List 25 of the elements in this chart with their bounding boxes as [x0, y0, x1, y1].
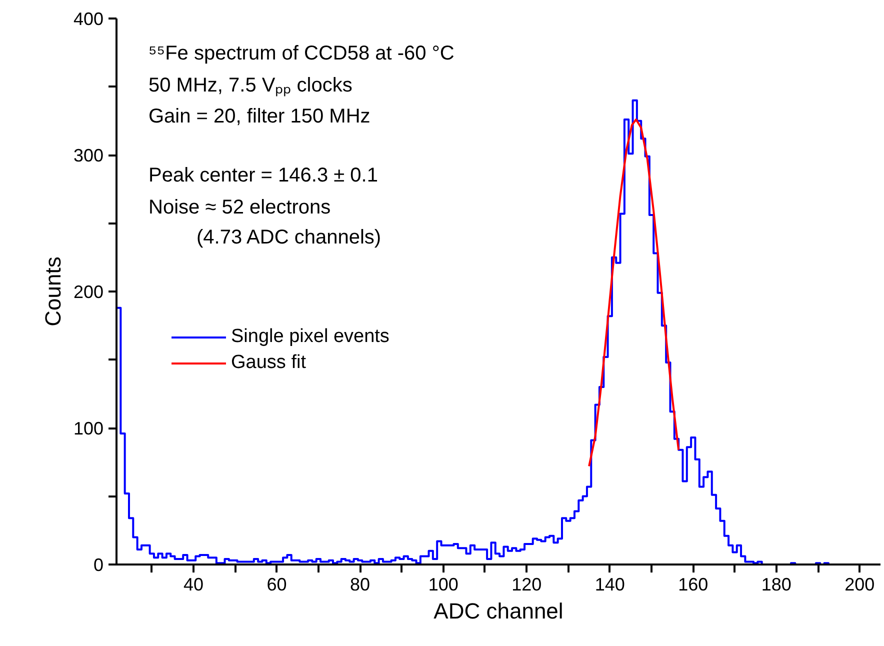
x-tick-label: 180	[761, 574, 792, 594]
annotation: 50 MHz, 7.5 Vₚₚ clocks	[148, 74, 352, 96]
annotation: Gain = 20, filter 150 MHz	[148, 106, 370, 128]
x-tick-label: 160	[678, 574, 708, 594]
x-axis-title: ADC channel	[434, 598, 564, 624]
annotation: Peak center = 146.3 ± 0.1	[148, 164, 378, 186]
x-tick-label: 40	[184, 574, 204, 594]
x-tick-label: 140	[594, 574, 625, 594]
x-tick-label: 80	[350, 574, 370, 594]
legend-label: Gauss fit	[231, 352, 306, 374]
y-tick-label: 200	[73, 282, 104, 302]
x-tick-label: 120	[512, 574, 542, 594]
y-tick-label: 0	[93, 555, 104, 575]
x-tick-label: 200	[844, 574, 875, 594]
y-axis-title: Counts	[40, 256, 66, 326]
y-tick-label: 100	[73, 418, 104, 438]
line-series	[588, 118, 680, 468]
x-tick-label: 60	[266, 574, 287, 594]
legend-label: Single pixel events	[231, 326, 390, 348]
annotation: Noise ≈ 52 electrons	[148, 196, 331, 218]
annotation: (4.73 ADC channels)	[196, 226, 382, 248]
annotation: ⁵⁵Fe spectrum of CCD58 at -60 °C	[148, 42, 454, 64]
y-tick-label: 300	[73, 146, 104, 166]
x-tick-label: 100	[428, 574, 458, 594]
y-tick-label: 400	[73, 9, 104, 29]
